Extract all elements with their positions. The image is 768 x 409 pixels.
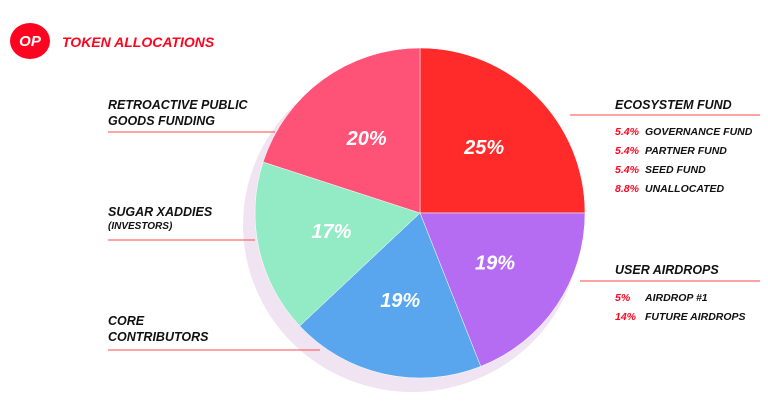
breakdown-label: PARTNER FUND <box>645 145 727 157</box>
breakdown-value: 14% <box>615 311 637 323</box>
breakdown-value: 8.8% <box>615 183 639 195</box>
breakdown-label: UNALLOCATED <box>645 183 725 195</box>
breakdown-value: 5.4% <box>615 145 639 157</box>
logo: OP <box>10 23 50 59</box>
breakdown-label: SEED FUND <box>645 164 706 176</box>
slice-percent: 17% <box>311 221 351 243</box>
breakdown-row: 5.4% GOVERNANCE FUND <box>615 123 752 141</box>
slice-percent: 19% <box>475 252 515 274</box>
pie-slice <box>262 47 421 214</box>
breakdown-value: 5% <box>615 292 631 304</box>
chart-title: TOKEN ALLOCATIONS <box>62 34 215 50</box>
breakdown-row: 8.8% UNALLOCATED <box>615 180 724 198</box>
slice-percent: 25% <box>463 137 504 159</box>
breakdown-label: FUTURE AIRDROPS <box>645 311 746 323</box>
category-note: (INVESTORS) <box>108 221 173 232</box>
category-label: CORE CONTRIBUTORS <box>108 314 209 344</box>
category-label: SUGAR XADDIES (INVESTORS) <box>108 204 258 233</box>
breakdown-value: 5.4% <box>615 164 639 176</box>
category-label: RETROACTIVE PUBLIC GOODS FUNDING <box>108 98 248 128</box>
pie-slice <box>419 212 586 367</box>
pie-slice <box>254 161 421 327</box>
pie-slice <box>419 47 586 214</box>
category-label: USER AIRDROPS <box>615 263 719 277</box>
slice-percent: 19% <box>380 290 420 312</box>
breakdown-row: 5.4% SEED FUND <box>615 161 706 179</box>
breakdown-value: 5.4% <box>615 126 639 138</box>
breakdown-label: GOVERNANCE FUND <box>645 126 753 138</box>
breakdown-row: 5% AIRDROP #1 <box>615 289 708 307</box>
category-label: ECOSYSTEM FUND <box>615 98 732 112</box>
breakdown-row: 14% FUTURE AIRDROPS <box>615 308 746 326</box>
breakdown-row: 5.4% PARTNER FUND <box>615 142 727 160</box>
pie-slice <box>299 212 482 379</box>
slice-percent: 20% <box>346 128 387 150</box>
breakdown-label: AIRDROP #1 <box>645 292 708 304</box>
